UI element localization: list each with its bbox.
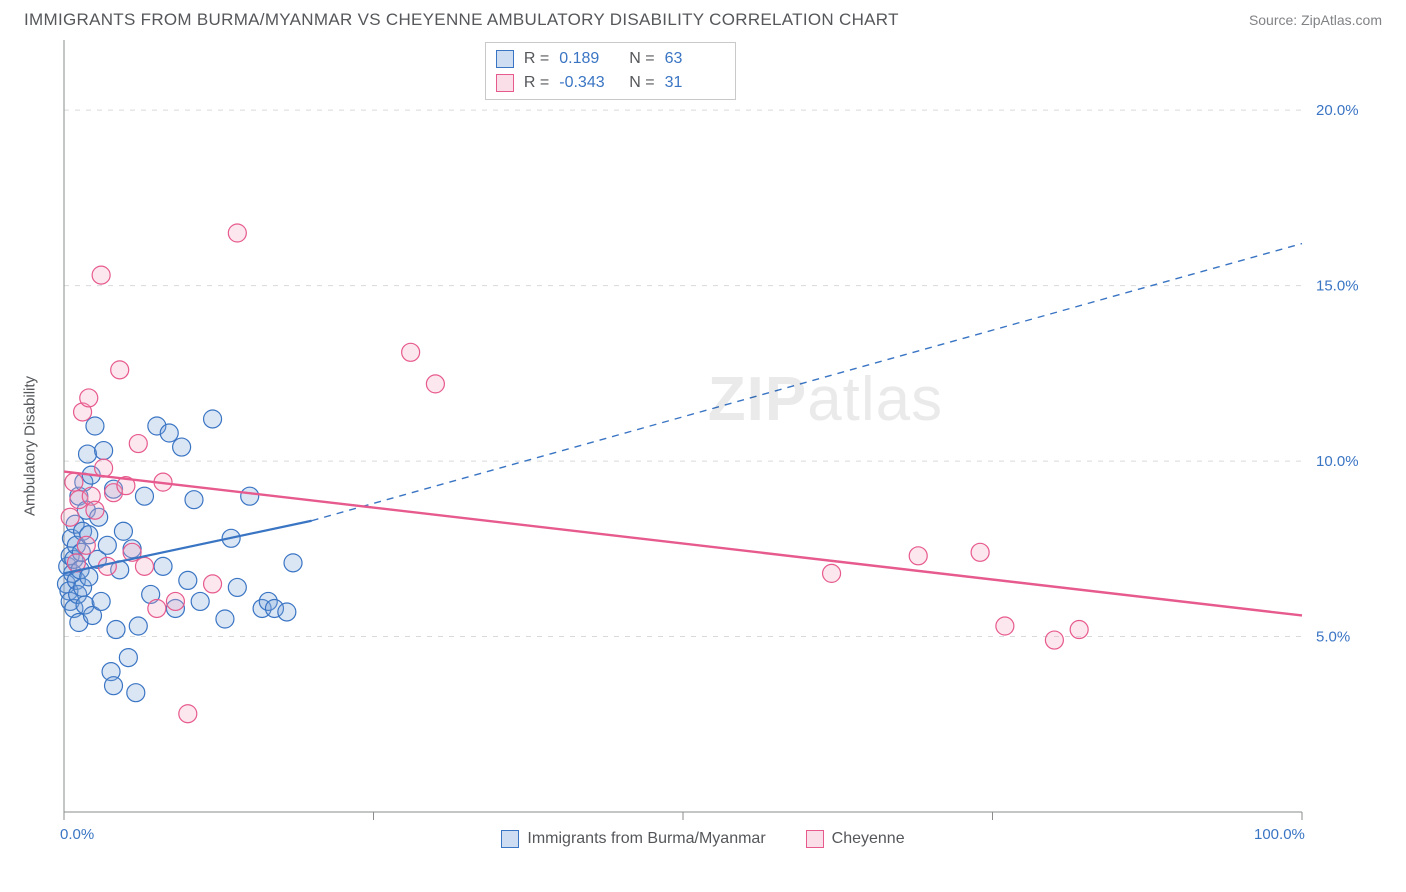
source-label: Source: ZipAtlas.com (1249, 12, 1382, 28)
scatter-point (971, 543, 989, 561)
scatter-point (179, 705, 197, 723)
scatter-point (80, 389, 98, 407)
scatter-point (284, 554, 302, 572)
scatter-point (1045, 631, 1063, 649)
chart-area: Ambulatory Disability 5.0% 10.0% 15.0% 20.0… (24, 36, 1382, 856)
chart-title: IMMIGRANTS FROM BURMA/MYANMAR VS CHEYENN… (24, 10, 899, 30)
scatter-point (241, 487, 259, 505)
scatter-point (204, 410, 222, 428)
scatter-point (191, 592, 209, 610)
scatter-chart: 5.0% 10.0% 15.0% 20.0% (24, 36, 1382, 856)
scatter-point (127, 684, 145, 702)
scatter-point (80, 568, 98, 586)
scatter-point (95, 442, 113, 460)
scatter-point (402, 343, 420, 361)
scatter-point (179, 571, 197, 589)
scatter-point (129, 617, 147, 635)
y-axis-label: Ambulatory Disability (22, 376, 39, 516)
scatter-point (79, 445, 97, 463)
y-tick-label: 5.0% (1316, 629, 1350, 646)
scatter-point (823, 564, 841, 582)
scatter-point (216, 610, 234, 628)
scatter-point (173, 438, 191, 456)
scatter-point (61, 508, 79, 526)
scatter-point (105, 677, 123, 695)
corr-legend-row: R =-0.343N =31 (496, 71, 725, 95)
scatter-point (65, 473, 83, 491)
scatter-point (111, 361, 129, 379)
scatter-point (92, 592, 110, 610)
scatter-point (228, 224, 246, 242)
scatter-point (148, 599, 166, 617)
scatter-point (107, 621, 125, 639)
y-tick-label: 10.0% (1316, 453, 1359, 470)
scatter-point (129, 435, 147, 453)
correlation-legend: R =0.189N =63R =-0.343N =31 (485, 42, 736, 100)
scatter-point (1070, 621, 1088, 639)
scatter-point (278, 603, 296, 621)
scatter-point (185, 491, 203, 509)
scatter-point (135, 557, 153, 575)
scatter-point (119, 649, 137, 667)
corr-legend-row: R =0.189N =63 (496, 47, 725, 71)
scatter-point (996, 617, 1014, 635)
scatter-point (92, 266, 110, 284)
scatter-point (204, 575, 222, 593)
scatter-point (86, 417, 104, 435)
scatter-point (86, 501, 104, 519)
x-min-label: 0.0% (60, 826, 94, 843)
scatter-point (77, 536, 95, 554)
scatter-point (135, 487, 153, 505)
scatter-point (909, 547, 927, 565)
scatter-point (166, 592, 184, 610)
scatter-point (426, 375, 444, 393)
y-tick-label: 15.0% (1316, 278, 1359, 295)
scatter-point (160, 424, 178, 442)
y-tick-label: 20.0% (1316, 102, 1359, 119)
x-max-label: 100.0% (1254, 826, 1305, 843)
scatter-point (98, 536, 116, 554)
scatter-point (154, 557, 172, 575)
scatter-point (114, 522, 132, 540)
scatter-point (228, 578, 246, 596)
